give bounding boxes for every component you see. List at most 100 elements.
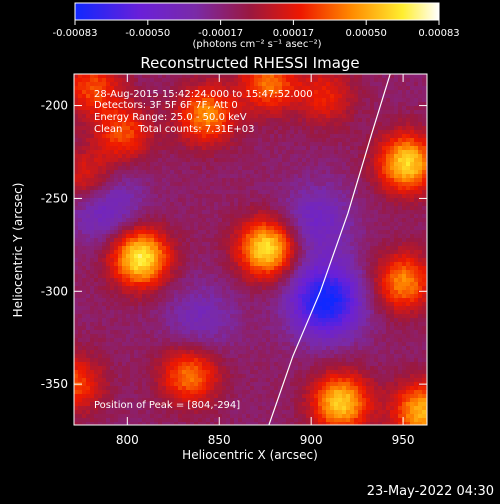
heatmap-cell	[74, 98, 78, 102]
heatmap-cell	[370, 74, 374, 78]
heatmap-cell	[82, 174, 86, 178]
heatmap-cell	[306, 138, 310, 142]
heatmap-cell	[158, 174, 162, 178]
heatmap-cell	[166, 270, 170, 274]
heatmap-cell	[370, 182, 374, 186]
heatmap-cell	[302, 186, 306, 190]
heatmap-cell	[358, 266, 362, 270]
heatmap-cell	[234, 254, 238, 258]
heatmap-cell	[130, 246, 134, 250]
heatmap-cell	[142, 274, 146, 278]
heatmap-cell	[74, 250, 78, 254]
heatmap-cell	[390, 262, 394, 266]
heatmap-cell	[74, 82, 78, 86]
heatmap-cell	[94, 150, 98, 154]
heatmap-cell	[386, 126, 390, 130]
heatmap-cell	[214, 174, 218, 178]
heatmap-cell	[126, 278, 130, 282]
heatmap-cell	[98, 74, 102, 78]
heatmap-cell	[190, 190, 194, 194]
heatmap-cell	[374, 158, 378, 162]
heatmap-cell	[390, 274, 394, 278]
heatmap-cell	[134, 266, 138, 270]
heatmap-cell	[186, 78, 190, 82]
heatmap-cell	[182, 222, 186, 226]
heatmap-cell	[374, 290, 378, 294]
heatmap-cell	[202, 270, 206, 274]
heatmap-cell	[94, 158, 98, 162]
heatmap-cell	[150, 186, 154, 190]
heatmap-cell	[218, 230, 222, 234]
heatmap-cell	[190, 154, 194, 158]
heatmap-cell	[402, 290, 406, 294]
heatmap-cell	[238, 254, 242, 258]
heatmap-cell	[222, 230, 226, 234]
heatmap-cell	[334, 226, 338, 230]
heatmap-cell	[194, 158, 198, 162]
heatmap-cell	[150, 214, 154, 218]
heatmap-cell	[398, 190, 402, 194]
heatmap-cell	[262, 194, 266, 198]
heatmap-cell	[350, 222, 354, 226]
heatmap-cell	[258, 182, 262, 186]
heatmap-cell	[394, 118, 398, 122]
heatmap-cell	[254, 274, 258, 278]
heatmap-cell	[242, 106, 246, 110]
heatmap-cell	[82, 162, 86, 166]
heatmap-cell	[374, 178, 378, 182]
heatmap-cell	[370, 274, 374, 278]
heatmap-cell	[234, 250, 238, 254]
heatmap-cell	[110, 190, 114, 194]
heatmap-cell	[114, 218, 118, 222]
heatmap-cell	[190, 146, 194, 150]
heatmap-cell	[398, 266, 402, 270]
heatmap-cell	[342, 126, 346, 130]
heatmap-cell	[346, 98, 350, 102]
heatmap-cell	[290, 238, 294, 242]
heatmap-cell	[82, 286, 86, 290]
heatmap-cell	[274, 226, 278, 230]
heatmap-cell	[122, 206, 126, 210]
heatmap-cell	[278, 154, 282, 158]
heatmap-cell	[362, 290, 366, 294]
heatmap-cell	[322, 126, 326, 130]
heatmap-cell	[154, 178, 158, 182]
heatmap-cell	[170, 294, 174, 298]
heatmap-cell	[278, 222, 282, 226]
heatmap-cell	[182, 178, 186, 182]
heatmap-cell	[74, 122, 78, 126]
heatmap-cell	[166, 250, 170, 254]
heatmap-cell	[102, 154, 106, 158]
heatmap-cell	[126, 182, 130, 186]
heatmap-cell	[198, 278, 202, 282]
heatmap-cell	[122, 234, 126, 238]
heatmap-cell	[306, 158, 310, 162]
heatmap-cell	[406, 114, 410, 118]
heatmap-cell	[270, 262, 274, 266]
heatmap-cell	[162, 286, 166, 290]
heatmap-cell	[338, 82, 342, 86]
heatmap-cell	[90, 178, 94, 182]
heatmap-cell	[406, 210, 410, 214]
heatmap-cell	[106, 210, 110, 214]
heatmap-cell	[262, 202, 266, 206]
heatmap-cell	[330, 126, 334, 130]
heatmap-cell	[282, 106, 286, 110]
heatmap-cell	[254, 74, 258, 78]
heatmap-cell	[350, 122, 354, 126]
heatmap-cell	[410, 206, 414, 210]
heatmap-cell	[370, 194, 374, 198]
heatmap-cell	[202, 242, 206, 246]
heatmap-cell	[314, 106, 318, 110]
heatmap-cell	[406, 110, 410, 114]
heatmap-cell	[262, 126, 266, 130]
heatmap-cell	[310, 194, 314, 198]
heatmap-cell	[202, 294, 206, 298]
heatmap-cell	[98, 222, 102, 226]
heatmap-cell	[290, 174, 294, 178]
heatmap-cell	[258, 126, 262, 130]
heatmap-cell	[386, 166, 390, 170]
heatmap-cell	[326, 134, 330, 138]
heatmap-cell	[110, 142, 114, 146]
heatmap-cell	[422, 226, 426, 230]
